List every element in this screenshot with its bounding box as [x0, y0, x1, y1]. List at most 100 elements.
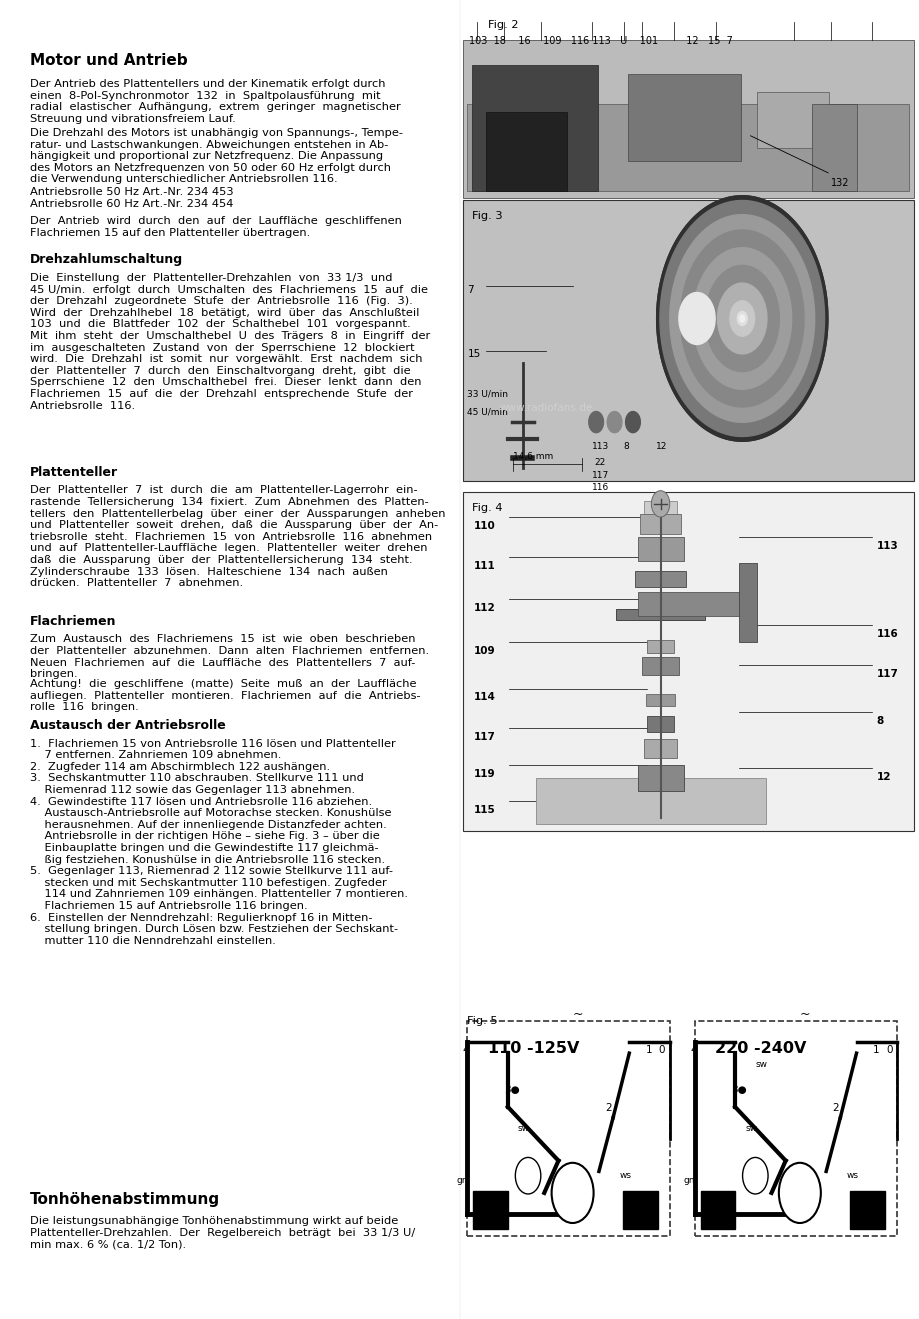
Bar — [462, 492, 913, 831]
Bar — [536, 778, 766, 824]
Text: 12: 12 — [876, 772, 891, 782]
Text: Der Antrieb des Plattentellers und der Kinematik erfolgt durch
einen  8-Pol-Sync: Der Antrieb des Plattentellers und der K… — [30, 79, 401, 124]
Text: gn: gn — [456, 1175, 468, 1184]
Text: Plattenteller: Plattenteller — [30, 466, 119, 479]
Text: www.radiofans.de: www.radiofans.de — [499, 402, 592, 413]
Circle shape — [742, 1158, 767, 1194]
Polygon shape — [705, 265, 778, 372]
Text: Fig. 3: Fig. 3 — [471, 211, 502, 222]
Text: Flachriemen: Flachriemen — [30, 615, 117, 628]
Text: gn: gn — [683, 1175, 695, 1184]
Text: 112: 112 — [473, 603, 495, 613]
Bar — [643, 739, 676, 758]
Text: 132: 132 — [830, 178, 848, 189]
Text: 113: 113 — [591, 442, 608, 451]
Text: Tonhöhenabstimmung: Tonhöhenabstimmung — [30, 1192, 221, 1207]
Bar — [462, 40, 913, 198]
Text: 117: 117 — [591, 471, 608, 480]
Bar — [694, 1021, 896, 1236]
Text: II: II — [637, 1212, 642, 1221]
Text: 14,6 mm: 14,6 mm — [513, 452, 553, 462]
Bar — [640, 514, 680, 534]
Bar — [637, 537, 683, 561]
Text: 22: 22 — [594, 458, 605, 467]
Text: 220 -240V: 220 -240V — [714, 1041, 805, 1055]
Text: —L: —L — [522, 1169, 533, 1178]
Polygon shape — [607, 412, 621, 433]
Polygon shape — [588, 412, 603, 433]
Polygon shape — [669, 215, 814, 422]
Text: 8: 8 — [876, 716, 883, 727]
Text: Austausch der Antriebsrolle: Austausch der Antriebsrolle — [30, 719, 226, 732]
Text: 109: 109 — [473, 646, 495, 657]
Polygon shape — [658, 198, 825, 439]
Text: Achtung!  die  geschliffene  (matte)  Seite  muß  an  der  Lauffläche
aufliegen.: Achtung! die geschliffene (matte) Seite … — [30, 679, 421, 712]
Bar — [634, 571, 686, 587]
Text: ~: ~ — [572, 1008, 583, 1021]
Text: Die  Einstellung  der  Plattenteller-Drehzahlen  von  33 1/3  und
45 U/min.  erf: Die Einstellung der Plattenteller-Drehza… — [30, 273, 430, 410]
Bar — [637, 765, 683, 791]
Bar — [622, 1191, 657, 1229]
Text: M: M — [566, 1182, 578, 1195]
Bar — [471, 65, 597, 191]
Text: 117: 117 — [473, 732, 495, 743]
Text: Der  Antrieb  wird  durch  den  auf  der  Lauffläche  geschliffenen
Flachriemen : Der Antrieb wird durch den auf der Lauff… — [30, 216, 402, 237]
Text: 113: 113 — [876, 541, 898, 551]
Text: II: II — [864, 1212, 869, 1221]
Bar — [756, 92, 828, 148]
Text: 4: 4 — [689, 1045, 696, 1055]
Text: —L: —L — [749, 1169, 760, 1178]
Polygon shape — [660, 202, 823, 435]
Bar — [473, 1191, 507, 1229]
Text: 4: 4 — [462, 1045, 469, 1055]
Polygon shape — [625, 412, 640, 433]
Text: 1: 1 — [645, 1045, 652, 1055]
Bar — [811, 104, 857, 191]
Text: Der  Plattenteller  7  ist  durch  die  am  Plattenteller-Lagerrohr  ein-
rasten: Der Plattenteller 7 ist durch die am Pla… — [30, 485, 446, 588]
Text: 7: 7 — [467, 285, 473, 294]
Bar — [646, 716, 674, 732]
Bar — [485, 112, 566, 191]
Bar — [700, 1191, 734, 1229]
Bar — [645, 694, 675, 706]
Bar — [643, 501, 676, 517]
Polygon shape — [656, 195, 827, 441]
Text: 2: 2 — [605, 1103, 611, 1113]
Polygon shape — [692, 248, 790, 389]
Text: 33 U/min: 33 U/min — [467, 389, 508, 398]
Text: 15: 15 — [467, 350, 480, 359]
Bar — [616, 609, 704, 620]
Text: 119: 119 — [473, 769, 495, 780]
Text: Die Drehzahl des Motors ist unabhängig von Spannungs-, Tempe-
ratur- und Lastsch: Die Drehzahl des Motors ist unabhängig v… — [30, 128, 403, 185]
Text: 2: 2 — [832, 1103, 838, 1113]
Bar — [849, 1191, 884, 1229]
Text: 110 -125V: 110 -125V — [487, 1041, 578, 1055]
Text: 1: 1 — [872, 1045, 879, 1055]
Polygon shape — [736, 311, 746, 326]
Text: 3●: 3● — [504, 1086, 519, 1095]
Text: 45 U/min: 45 U/min — [467, 408, 507, 417]
Text: 0: 0 — [885, 1045, 891, 1055]
Text: 115: 115 — [473, 805, 495, 815]
Text: I: I — [716, 1212, 719, 1221]
Text: or: or — [789, 1175, 798, 1184]
Text: or: or — [562, 1175, 571, 1184]
Text: Motor und Antrieb: Motor und Antrieb — [30, 53, 187, 67]
Text: 116: 116 — [591, 483, 608, 492]
Polygon shape — [659, 200, 823, 437]
Text: 103  18    16    109   116 113   U    101         12   15  7: 103 18 16 109 116 113 U 101 12 15 7 — [469, 36, 732, 46]
Polygon shape — [739, 315, 743, 322]
Bar — [628, 74, 741, 161]
Text: 8: 8 — [623, 442, 629, 451]
Bar — [467, 104, 908, 191]
Text: 114: 114 — [473, 692, 495, 703]
Bar — [646, 640, 674, 653]
Text: Die leistungsunabhängige Tonhöhenabstimmung wirkt auf beide
Plattenteller-Drehza: Die leistungsunabhängige Tonhöhenabstimm… — [30, 1216, 415, 1249]
Polygon shape — [680, 230, 803, 408]
Bar — [641, 657, 678, 675]
Bar — [462, 200, 913, 481]
Text: 116: 116 — [876, 629, 898, 640]
Circle shape — [515, 1158, 540, 1194]
Text: Fig. 5: Fig. 5 — [467, 1016, 497, 1026]
Polygon shape — [717, 284, 766, 353]
